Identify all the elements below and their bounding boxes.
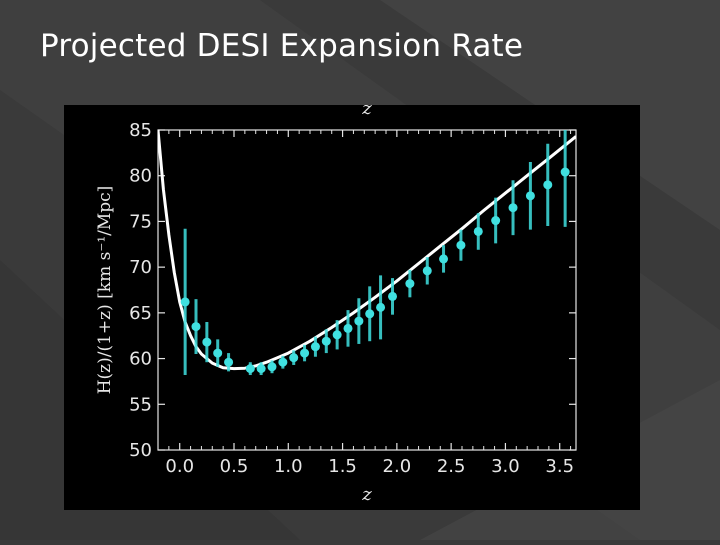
data-point — [405, 269, 415, 298]
data-marker — [256, 364, 266, 374]
model-curve — [158, 130, 576, 371]
data-point — [267, 360, 277, 374]
data-marker — [191, 322, 201, 332]
x-tick-label: 3.0 — [491, 456, 520, 477]
data-point — [508, 180, 518, 236]
x-tick-label: 1.5 — [328, 456, 357, 477]
y-tick-label: 85 — [129, 120, 152, 141]
data-marker — [376, 302, 386, 312]
data-point — [213, 339, 223, 367]
x-tick-label: 1.0 — [274, 456, 303, 477]
y-tick-label: 80 — [129, 166, 152, 187]
data-marker — [439, 254, 449, 264]
data-point — [525, 162, 535, 230]
y-tick-label: 65 — [129, 303, 152, 324]
axes — [157, 129, 577, 451]
data-marker — [289, 353, 299, 363]
data-point — [365, 286, 375, 342]
data-marker — [525, 191, 535, 201]
data-point — [245, 362, 255, 376]
data-point — [191, 299, 201, 354]
data-point — [300, 344, 310, 362]
y-tick-label: 50 — [129, 440, 152, 461]
y-axis-label: H(z)/(1+z) [km s⁻¹/Mpc] — [95, 186, 115, 395]
data-point — [202, 322, 212, 363]
data-point — [376, 275, 386, 340]
data-marker — [543, 180, 553, 190]
chart: z z H(z)/(1+z) [km s⁻¹/Mpc] 0.0 0.5 1.0 1.5… — [95, 105, 577, 505]
y-tick-label: 70 — [129, 257, 152, 278]
x-axis-label: z — [361, 484, 372, 505]
slide-title: Projected DESI Expansion Rate — [40, 28, 524, 64]
data-marker — [321, 336, 331, 346]
ticks: 0.0 0.5 1.0 1.5 2.0 2.5 3.0 3.5 50 55 60 65 70 75 80 85 — [129, 120, 576, 477]
data-marker — [365, 309, 375, 319]
chart-panel: z z H(z)/(1+z) [km s⁻¹/Mpc] 0.0 0.5 1.0 1.5… — [64, 105, 640, 510]
data-marker — [343, 323, 353, 333]
data-marker — [310, 342, 320, 352]
plot-frame — [157, 129, 577, 451]
data-point — [278, 355, 288, 369]
data-marker — [508, 203, 518, 213]
y-tick-label: 60 — [129, 349, 152, 370]
x-tick-label: 2.0 — [383, 456, 412, 477]
data-point — [422, 257, 432, 285]
data-marker — [245, 364, 255, 374]
data-marker — [300, 348, 310, 358]
y-tick-label: 75 — [129, 211, 152, 232]
data-marker — [224, 357, 234, 367]
data-marker — [560, 167, 570, 177]
x-tick-label: 3.5 — [545, 456, 574, 477]
y-tick-label: 55 — [129, 394, 152, 415]
data-point — [310, 336, 320, 357]
data-point — [388, 278, 398, 315]
data-marker — [213, 348, 223, 358]
top-axis-label: z — [361, 105, 372, 119]
data-marker — [388, 291, 398, 301]
data-point — [321, 329, 331, 354]
data-marker — [354, 316, 364, 326]
data-point — [560, 130, 570, 227]
data-point — [289, 350, 299, 365]
data-point — [180, 228, 190, 376]
data-point — [473, 213, 483, 250]
data-point — [256, 362, 266, 376]
data-point — [332, 320, 342, 350]
data-point — [343, 310, 353, 347]
x-tick-label: 0.5 — [220, 456, 249, 477]
data-marker — [278, 357, 288, 367]
data-point — [439, 245, 449, 273]
data-marker — [180, 297, 190, 307]
data-marker — [332, 330, 342, 340]
data-marker — [491, 216, 501, 226]
data-point — [456, 229, 466, 261]
data-marker — [405, 279, 415, 289]
data-marker — [202, 337, 212, 347]
model-curve-layer — [158, 130, 576, 371]
measurements-layer — [180, 130, 570, 376]
data-marker — [456, 240, 466, 250]
data-marker — [267, 362, 277, 372]
data-point — [491, 197, 501, 244]
data-marker — [422, 266, 432, 276]
data-point — [543, 143, 553, 226]
data-marker — [473, 226, 483, 236]
x-tick-label: 2.5 — [437, 456, 466, 477]
data-point — [354, 298, 364, 344]
x-tick-label: 0.0 — [165, 456, 194, 477]
data-point — [224, 353, 234, 372]
